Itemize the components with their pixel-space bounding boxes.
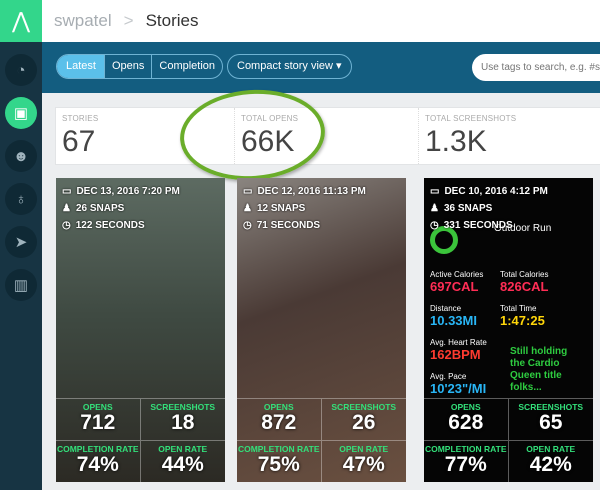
metric-open-rate: 42% (529, 453, 572, 476)
stat-label: STORIES (62, 114, 99, 123)
metric-label: OPEN RATE (526, 444, 576, 454)
header: swpatel > Stories (42, 0, 600, 42)
metric-screenshots: 26 (352, 411, 376, 434)
tab-completion[interactable]: Completion (151, 55, 222, 78)
metric-screenshots: 18 (171, 411, 195, 434)
story-snaps: 36 SNAPS (443, 203, 493, 214)
story-date: DEC 13, 2016 7:20 PM (76, 186, 180, 197)
screen-label: Active Calories (430, 270, 484, 279)
ghost-icon: ♟ (62, 203, 71, 214)
clock-icon: ◷ (62, 220, 71, 231)
story-metrics: OPENS 872 SCREENSHOTS 26 COMPLETION RATE 75… (237, 398, 406, 482)
tab-opens[interactable]: Opens (103, 55, 151, 78)
metric-label: OPEN RATE (158, 444, 208, 454)
calendar-icon: ▭ (430, 186, 440, 197)
stat-label: TOTAL SCREENSHOTS (425, 114, 517, 123)
breadcrumb-separator: > (123, 11, 134, 30)
metric-opens: 628 (448, 411, 484, 434)
screen-title: Outdoor Run (494, 223, 552, 234)
highlight-circle-annotation (177, 85, 328, 185)
screen-value: 10.33MI (430, 313, 477, 328)
metric-label: COMPLETION RATE (56, 444, 139, 454)
calendar-icon: ▭ (62, 186, 72, 197)
metric-opens: 872 (261, 411, 297, 434)
screen-value: 10'23"/MI (430, 381, 487, 396)
ghost-icon: ♟ (243, 203, 252, 214)
metric-label: COMPLETION RATE (237, 444, 320, 454)
screen-value: 826CAL (500, 279, 549, 294)
story-snaps: 26 SNAPS (75, 203, 125, 214)
ghost-icon: ♟ (430, 203, 439, 214)
lightbulb-icon[interactable]: ♁ (5, 183, 37, 215)
activity-ring-icon (430, 226, 458, 254)
dashboard-icon[interactable]: ◔ (5, 54, 37, 86)
screen-value: 1:47:25 (500, 313, 545, 328)
story-date: DEC 12, 2016 11:13 PM (257, 186, 366, 197)
metric-screenshots: 65 (539, 411, 563, 434)
calendar-icon: ▭ (243, 186, 253, 197)
stories-archive-icon[interactable]: ▣ (5, 97, 37, 129)
stat-stories: STORIES 67 (56, 108, 234, 164)
metric-opens: 712 (80, 411, 116, 434)
screen-value: 162BPM (430, 347, 481, 362)
clock-icon: ◷ (430, 220, 439, 231)
screen-label: Avg. Heart Rate (430, 338, 487, 347)
metric-completion-rate: 75% (257, 453, 300, 476)
stat-label: TOTAL OPENS (241, 114, 299, 123)
story-metrics: OPENS 712 SCREENSHOTS 18 COMPLETION RATE 74… (56, 398, 225, 482)
story-seconds: 71 SECONDS (256, 220, 321, 231)
analytics-icon[interactable]: ▥ (5, 269, 37, 301)
stat-value: 67 (62, 125, 96, 158)
send-icon[interactable]: ➤ (5, 226, 37, 258)
metric-completion-rate: 74% (76, 453, 119, 476)
metric-label: OPENS (263, 402, 294, 412)
metric-label: OPENS (82, 402, 113, 412)
metric-completion-rate: 77% (444, 453, 487, 476)
breadcrumb-root[interactable]: swpatel (54, 11, 112, 30)
story-card[interactable]: Outdoor Run Active Calories 697CAL Total… (424, 178, 593, 482)
story-card[interactable]: ▭ DEC 12, 2016 11:13 PM ♟ 12 SNAPS ◷ 71 SEC… (237, 178, 406, 482)
stat-value: 1.3K (425, 125, 487, 158)
metric-open-rate: 47% (342, 453, 385, 476)
screen-label: Avg. Pace (430, 372, 467, 381)
story-date: DEC 10, 2016 4:12 PM (444, 186, 548, 197)
screen-label: Total Calories (500, 270, 549, 279)
metric-label: OPEN RATE (339, 444, 389, 454)
page-title: Stories (145, 11, 199, 30)
toolbar: Latest Opens Completion Compact story vi… (42, 42, 600, 93)
stat-total-screenshots: TOTAL SCREENSHOTS 1.3K (418, 108, 600, 164)
metric-label: OPENS (450, 402, 481, 412)
logo-icon[interactable]: ⋀ (0, 0, 42, 42)
screen-label: Total Time (500, 304, 537, 313)
metric-label: SCREENSHOTS (331, 402, 397, 412)
stats-panel: STORIES 67 TOTAL OPENS 66K TOTAL SCREENS… (55, 107, 600, 165)
screen-label: Distance (430, 304, 462, 313)
screen-caption: Still holding the Cardio Queen title fol… (510, 346, 568, 393)
metric-label: COMPLETION RATE (424, 444, 507, 454)
sort-segmented-control: Latest Opens Completion (56, 54, 224, 79)
story-metrics: OPENS 628 SCREENSHOTS 65 COMPLETION RATE 77… (424, 398, 593, 482)
tag-search-input[interactable] (472, 54, 600, 81)
story-seconds: 122 SECONDS (75, 220, 145, 231)
screen-value: 697CAL (430, 279, 479, 294)
audience-icon[interactable]: ☻ (5, 140, 37, 172)
tab-latest[interactable]: Latest (57, 55, 104, 78)
metric-label: SCREENSHOTS (518, 402, 584, 412)
story-snaps: 12 SNAPS (256, 203, 306, 214)
story-card[interactable]: ▭ DEC 13, 2016 7:20 PM ♟ 26 SNAPS ◷ 122 SEC… (56, 178, 225, 482)
metric-open-rate: 44% (161, 453, 204, 476)
stat-total-opens: TOTAL OPENS 66K (234, 108, 418, 164)
metric-label: SCREENSHOTS (150, 402, 216, 412)
stat-value: 66K (241, 125, 295, 158)
view-select[interactable]: Compact story view ▾ (227, 54, 352, 79)
clock-icon: ◷ (243, 220, 252, 231)
story-seconds: 331 SECONDS (443, 220, 513, 231)
sidebar: ⋀ ◔ ▣ ☻ ♁ ➤ ▥ (0, 0, 42, 490)
